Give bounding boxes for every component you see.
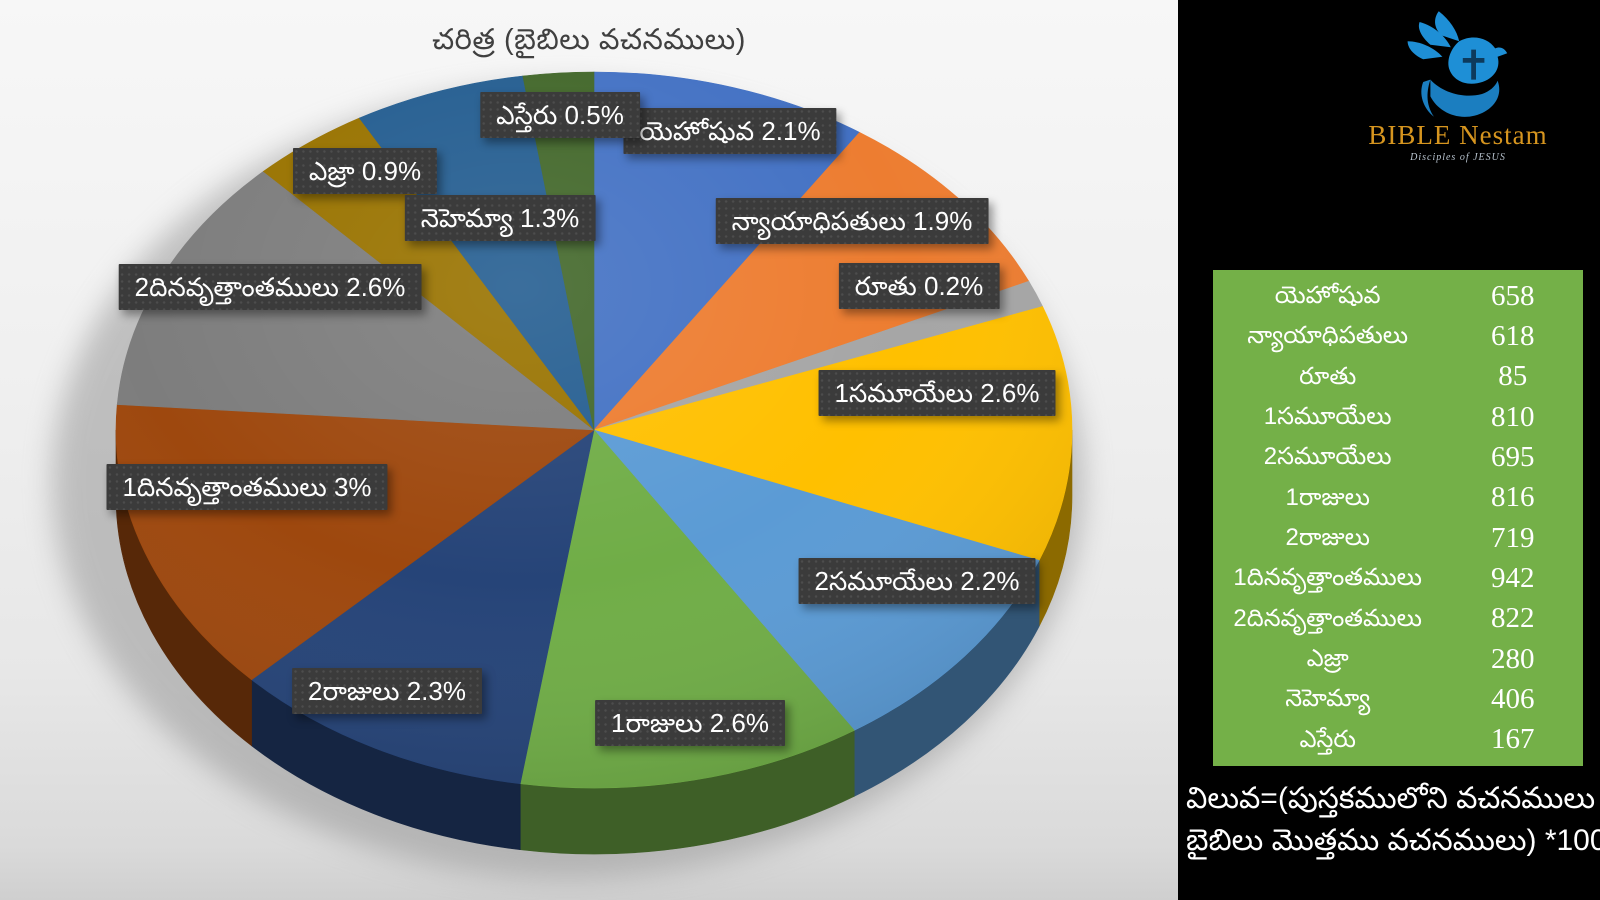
table-row: ఎస్తేరు 167: [1213, 725, 1583, 754]
book-name: ఎస్తేరు: [1299, 725, 1356, 753]
verse-count: 822: [1490, 602, 1535, 635]
pie-callout-రూతు: రూతు 0.2%: [838, 263, 1000, 309]
verse-count: 280: [1490, 642, 1535, 675]
book-name: 2సమూయేలు: [1263, 443, 1392, 471]
verse-count: 167: [1490, 723, 1535, 756]
book-name: 1దినవృత్తాంతములు: [1233, 564, 1422, 592]
pie-callout-2దినవృత్తాంతములు: 2దినవృత్తాంతములు 2.6%: [118, 264, 422, 310]
pie-callout-2రాజులు: 2రాజులు 2.3%: [292, 668, 482, 714]
pie-chart-area: చరిత్ర (బైబిలు వచనములు) యెహోషువ 2.1% న్యా…: [52, 24, 1084, 878]
verse-count: 618: [1490, 319, 1535, 352]
logo-subtitle: Disciples of JESUS: [1410, 152, 1506, 163]
pie-callout-ఎజ్రా: ఎజ్రా 0.9%: [292, 148, 438, 194]
chart-title: చరిత్ర (బైబిలు వచనములు): [432, 24, 746, 56]
verse-count: 85: [1498, 360, 1528, 393]
pie-callout-న్యాయాధిపతులు: న్యాయాధిపతులు 1.9%: [715, 198, 989, 244]
table-row: రూతు 85: [1213, 362, 1583, 391]
table-row: 1దినవృత్తాంతములు 942: [1213, 561, 1583, 594]
table-row: 1రాజులు 816: [1213, 483, 1583, 512]
dove-cross-hand-icon: [1407, 11, 1508, 117]
book-name: 1సమూయేలు: [1263, 403, 1392, 431]
book-name: యెహోషువ: [1274, 282, 1381, 310]
formula-line-1: విలువ=(పుస్తకములోని వచనములు /: [1186, 782, 1600, 815]
pie-callout-2సమూయేలు: 2సమూయేలు 2.2%: [798, 558, 1036, 604]
bible-nestam-logo: BIBLE Nestam Disciples of JESUS: [1333, 10, 1583, 163]
verse-count: 816: [1490, 481, 1535, 514]
table-row: నెహెమ్యా 406: [1213, 682, 1583, 715]
book-name: 2దినవృత్తాంతములు: [1233, 604, 1422, 632]
table-row: ఎజ్రా 280: [1213, 642, 1583, 675]
verse-count: 695: [1490, 440, 1535, 473]
pie-callout-1రాజులు: 1రాజులు 2.6%: [595, 700, 785, 746]
verse-count-table: యెహోషువ 658 న్యాయాధిపతులు 618 రూతు 85 1సమూయేలు…: [1213, 270, 1583, 766]
table-row: 2దినవృత్తాంతములు 822: [1213, 604, 1583, 633]
verse-count: 810: [1490, 400, 1535, 433]
table-row: 2సమూయేలు 695: [1213, 440, 1583, 473]
table-row: యెహోషువ 658: [1213, 279, 1583, 312]
formula-line-2: బైబిలు మొత్తము వచనములు) *100: [1186, 824, 1600, 857]
book-name: న్యాయాధిపతులు: [1247, 322, 1409, 350]
pie-callout-ఎస్తేరు: ఎస్తేరు 0.5%: [480, 92, 640, 138]
logo-title: BIBLE Nestam: [1368, 120, 1548, 150]
book-name: రూతు: [1299, 362, 1357, 390]
sidebar: BIBLE Nestam Disciples of JESUS యెహోషువ 6…: [1178, 0, 1600, 900]
verse-count: 658: [1490, 279, 1535, 312]
book-name: ఎజ్రా: [1306, 645, 1349, 673]
pie-callout-1దినవృత్తాంతములు: 1దినవృత్తాంతములు 3%: [106, 464, 388, 510]
pie-callout-నెహెమ్యా: నెహెమ్యా 1.3%: [404, 195, 596, 241]
pie-callout-యెహోషువ: యెహోషువ 2.1%: [623, 108, 837, 154]
book-name: 1రాజులు: [1285, 483, 1370, 511]
book-name: 2రాజులు: [1285, 524, 1370, 552]
table-row: 1సమూయేలు 810: [1213, 400, 1583, 433]
formula-note: విలువ=(పుస్తకములోని వచనములు / బైబిలు మొత…: [1186, 778, 1600, 862]
verse-count: 942: [1490, 561, 1535, 594]
pie-callout-1సమూయేలు: 1సమూయేలు 2.6%: [818, 370, 1056, 416]
table-row: 2రాజులు 719: [1213, 521, 1583, 554]
pie-sheen: [116, 72, 1072, 788]
verse-count: 719: [1490, 521, 1535, 554]
verse-count: 406: [1490, 682, 1535, 715]
book-name: నెహెమ్యా: [1285, 685, 1371, 713]
table-row: న్యాయాధిపతులు 618: [1213, 319, 1583, 352]
